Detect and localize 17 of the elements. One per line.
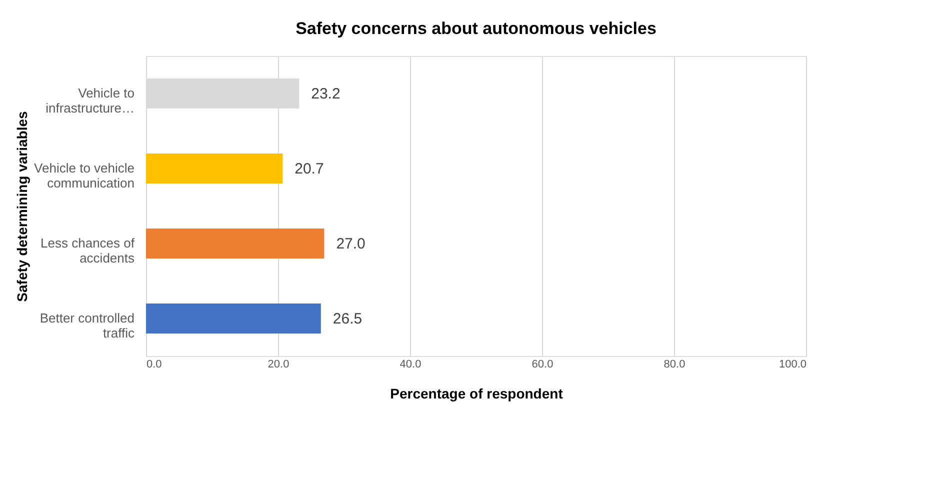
x-tick-label: 40.0 — [400, 358, 422, 370]
data-label: 27.0 — [336, 236, 366, 252]
x-tick-label: 80.0 — [664, 358, 686, 370]
y-tick-label: Better controlled traffic — [40, 310, 135, 340]
data-label: 26.5 — [332, 310, 362, 328]
chart-title: Safety concerns about autonomous vehicles — [296, 19, 656, 38]
x-tick-label: 20.0 — [268, 358, 290, 370]
data-label: 23.2 — [311, 86, 340, 102]
x-tick-label: 0.0 — [146, 358, 162, 370]
y-tick-label: Vehicle to vehicle communication — [34, 160, 134, 190]
y-tick-label: Vehicle to infrastructure… — [46, 86, 134, 116]
x-tick-label: 60.0 — [532, 358, 554, 370]
x-axis-title: Percentage of respondent — [390, 386, 564, 402]
y-axis-title: Safety determining variables — [14, 110, 30, 302]
x-tick-label: 100.0 — [778, 358, 806, 370]
data-label: 20.7 — [294, 160, 324, 178]
y-tick-label: Less chances of accidents — [40, 236, 135, 266]
